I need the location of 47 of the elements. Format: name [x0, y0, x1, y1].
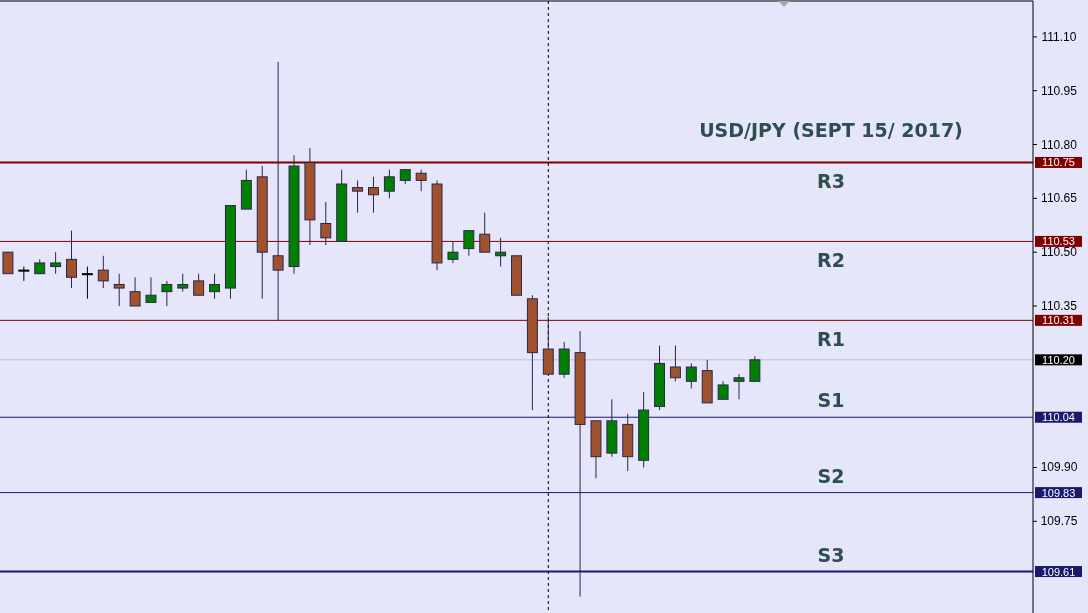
y-tick-label: 110.04	[1042, 411, 1075, 424]
ref-line-label: R1	[817, 327, 845, 350]
candlestick	[352, 179, 364, 214]
candlestick	[368, 176, 379, 214]
ref-line-label: R2	[817, 248, 845, 271]
candlestick	[113, 273, 125, 307]
y-tick-label: 110.95	[1041, 83, 1078, 98]
candlestick	[2, 251, 14, 275]
y-tick-label: 110.35	[1041, 299, 1078, 313]
candlestick	[66, 230, 77, 289]
y-tick-label: 109.83	[1041, 486, 1076, 499]
candlestick	[193, 273, 205, 296]
y-tick-label: 111.10	[1041, 29, 1077, 44]
candlestick	[749, 355, 761, 382]
y-tick-label: 110.65	[1041, 191, 1078, 206]
y-tick-label: 110.75	[1042, 156, 1075, 169]
y-tick-label: 110.53	[1042, 235, 1075, 248]
candlestick	[383, 169, 395, 199]
y-tick-label: 109.75	[1040, 514, 1078, 529]
ref-line-label: S2	[817, 464, 845, 487]
y-tick-label: 109.90	[1040, 460, 1078, 475]
y-tick-label: 110.20	[1042, 353, 1075, 366]
y-tick-label: 109.61	[1041, 565, 1076, 578]
candlestick	[447, 240, 459, 264]
candlestick	[50, 251, 62, 275]
ref-line-label: R3	[817, 169, 845, 192]
ref-line-label: S1	[817, 389, 845, 412]
candlestick	[145, 276, 157, 303]
candlestick	[479, 212, 491, 253]
text: USD/JPY (SEPT 15/ 2017)	[699, 119, 963, 141]
y-tick-label: 110.31	[1042, 314, 1075, 327]
candlestick	[733, 373, 745, 400]
candlestick	[463, 230, 475, 257]
candlestick	[320, 201, 332, 246]
candlestick	[97, 255, 109, 289]
candlestick	[272, 61, 284, 321]
candlestick	[685, 362, 697, 390]
candlestick	[129, 276, 141, 307]
y-tick-label: 110.80	[1041, 137, 1078, 152]
y-tick-label: 110.50	[1041, 245, 1078, 260]
candlestick	[415, 169, 427, 192]
ref-line-label: S3	[817, 543, 845, 566]
candlestick	[669, 344, 681, 382]
candlestick	[495, 237, 507, 268]
candlestick	[81, 266, 93, 300]
candlestick	[209, 273, 221, 300]
candlestick	[161, 280, 173, 307]
